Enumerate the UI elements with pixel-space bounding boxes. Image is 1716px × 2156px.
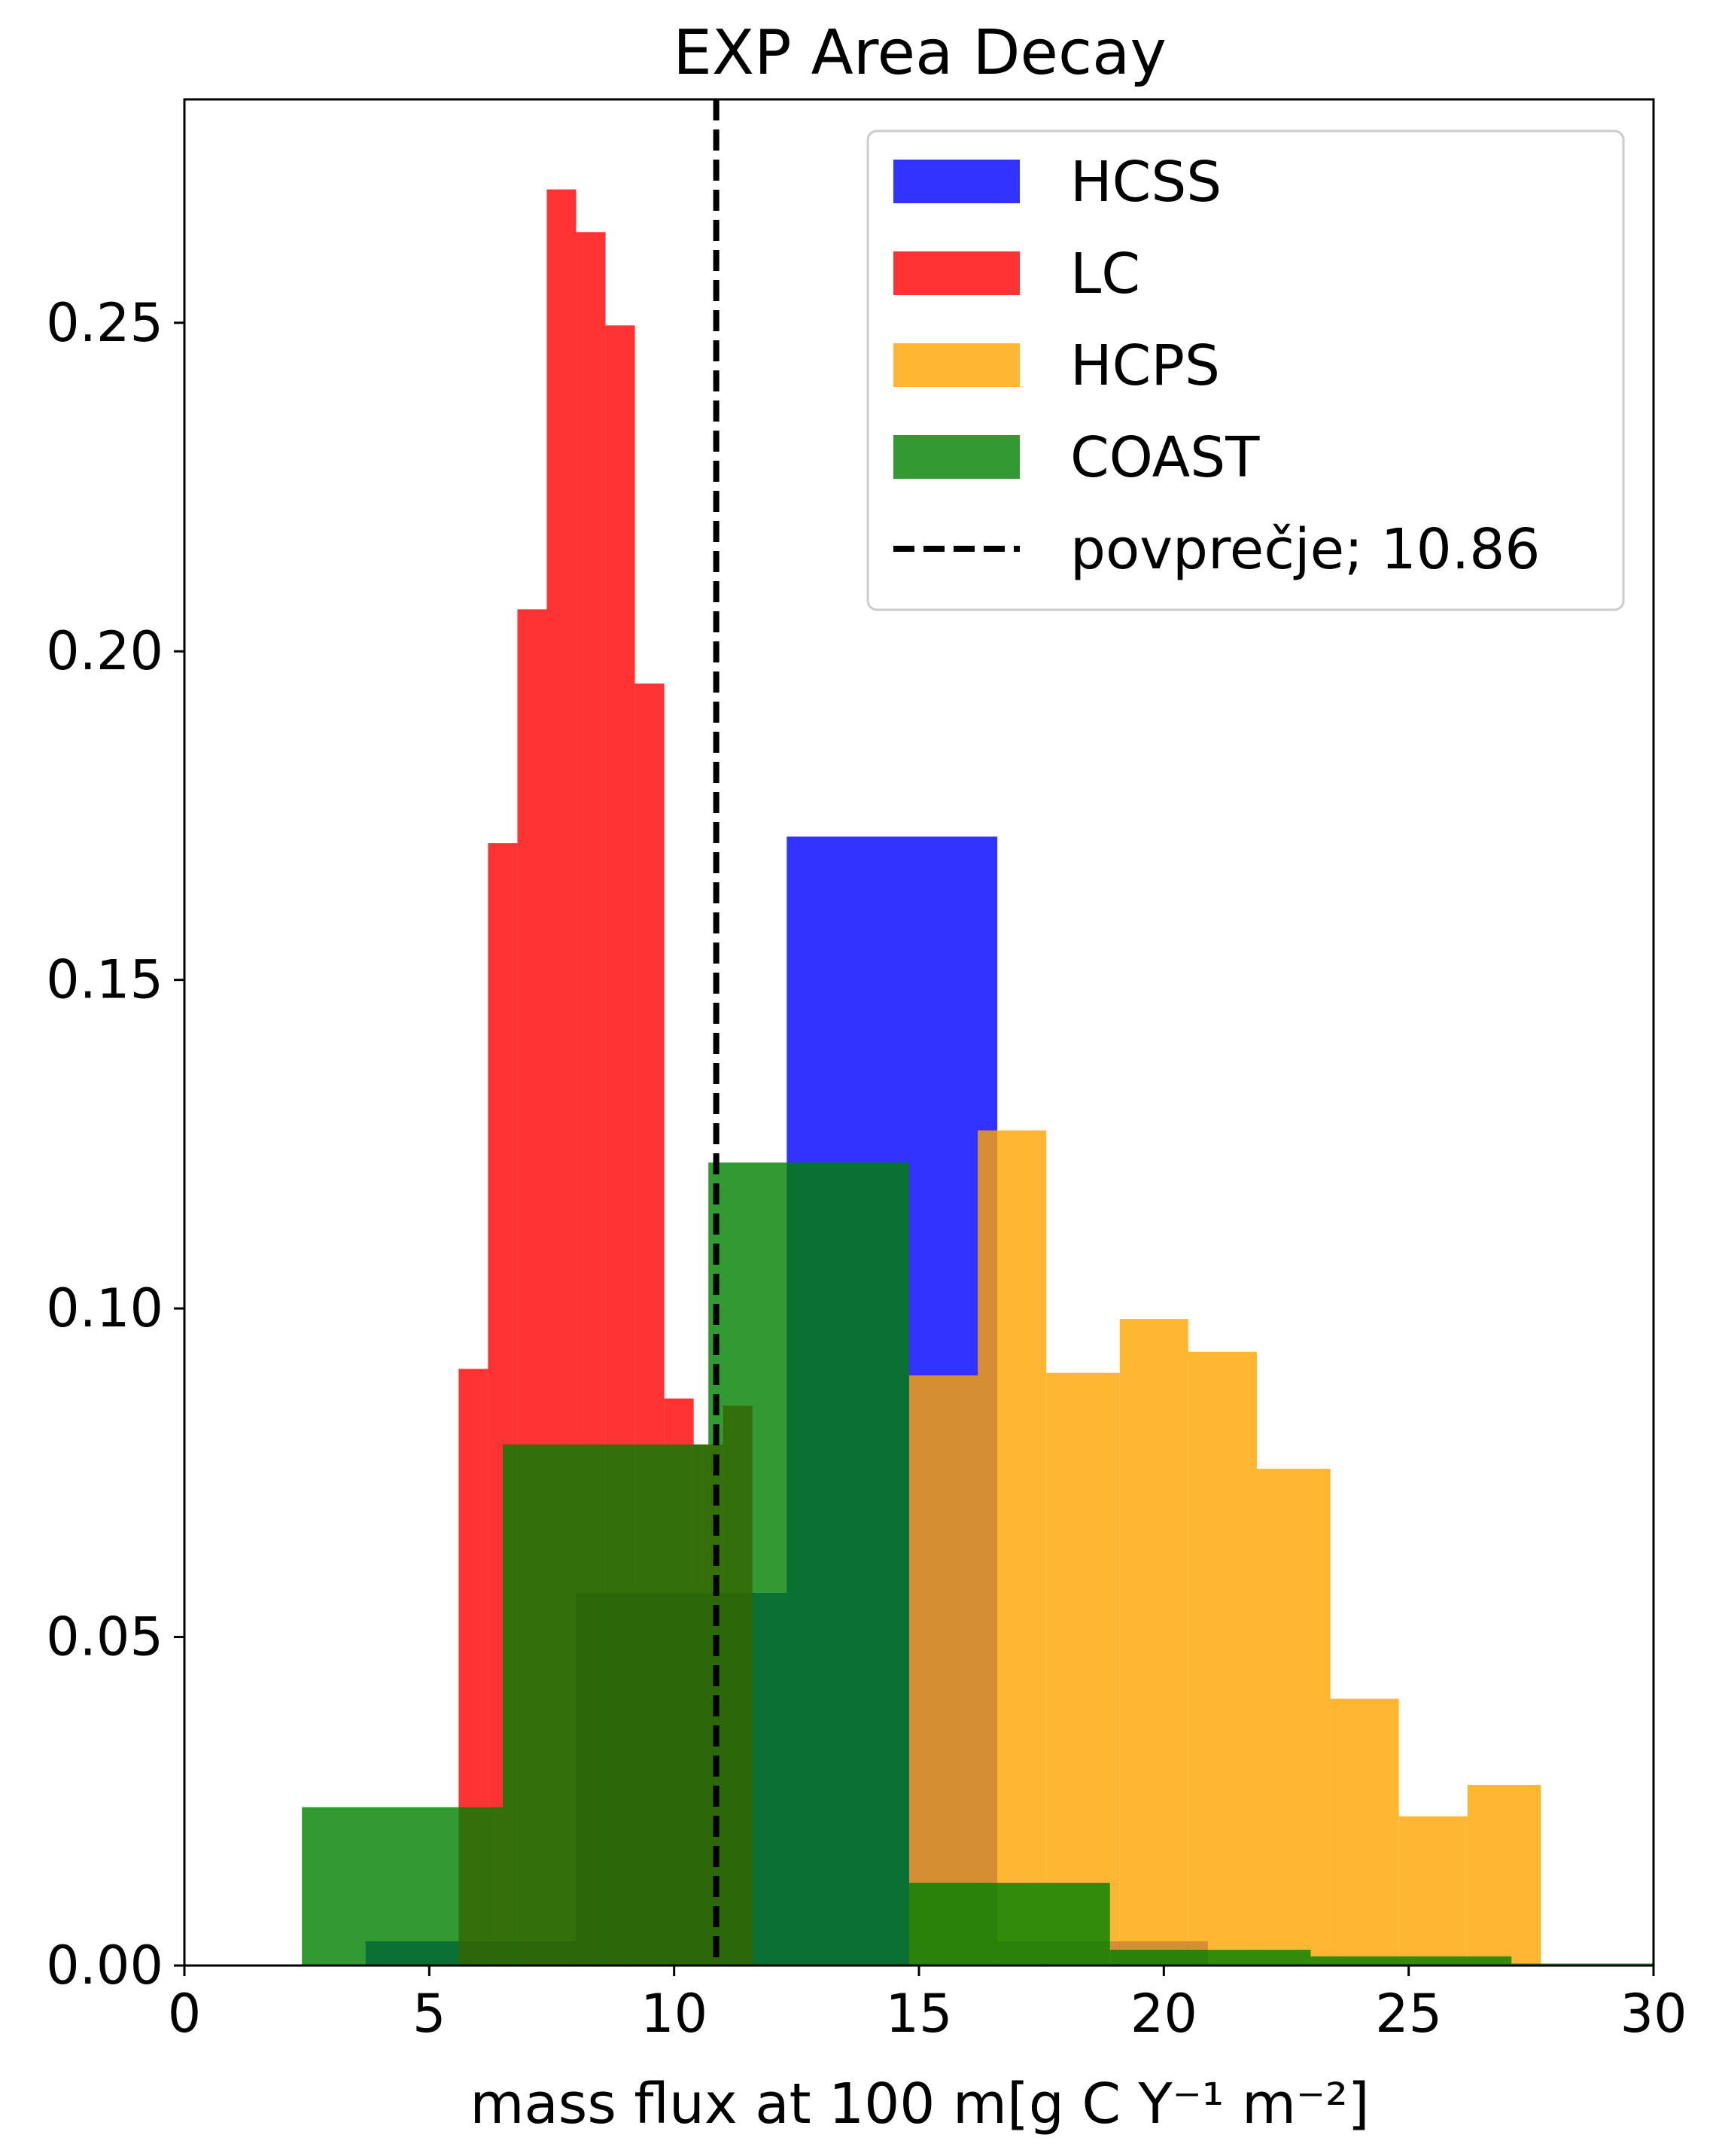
x-tick-label: 10 bbox=[640, 1983, 707, 2045]
legend: HCSS LC HCPS COAST povprečje; 10.86 bbox=[866, 129, 1625, 611]
bar-hcps-1 bbox=[978, 1130, 1047, 1966]
legend-label: HCSS bbox=[1070, 150, 1222, 215]
bar-hcps-0 bbox=[908, 1375, 978, 1966]
bar-hcps-2 bbox=[1046, 1372, 1120, 1966]
legend-label: povprečje; 10.86 bbox=[1070, 517, 1540, 582]
bar-hcps-7 bbox=[1398, 1816, 1468, 1966]
legend-items: HCSS LC HCPS COAST povprečje; 10.86 bbox=[893, 150, 1540, 582]
bar-coast-1 bbox=[502, 1444, 709, 1966]
legend-swatch-coast bbox=[893, 435, 1020, 479]
legend-label: LC bbox=[1070, 242, 1140, 306]
bar-coast-4 bbox=[1109, 1950, 1311, 1966]
y-tick-label: 0.25 bbox=[46, 292, 163, 354]
x-tick-label: 25 bbox=[1375, 1983, 1442, 2045]
x-axis: 0 5 10 15 20 25 30 bbox=[168, 1966, 1687, 2045]
y-axis: 0.00 0.05 0.10 0.15 0.20 0.25 bbox=[46, 292, 184, 1996]
legend-swatch-lc bbox=[893, 251, 1020, 295]
y-tick-label: 0.00 bbox=[46, 1935, 163, 1996]
y-tick-label: 0.20 bbox=[46, 620, 163, 682]
legend-swatch-hcps bbox=[893, 343, 1020, 387]
bar-coast-0 bbox=[302, 1807, 503, 1966]
bar-hcps-4 bbox=[1188, 1351, 1257, 1966]
plot-area bbox=[302, 99, 1654, 1966]
legend-label: HCPS bbox=[1070, 333, 1220, 398]
y-tick-label: 0.15 bbox=[46, 949, 163, 1011]
bar-hcps-8 bbox=[1467, 1784, 1541, 1966]
y-tick-label: 0.10 bbox=[46, 1277, 163, 1339]
x-tick-label: 5 bbox=[412, 1983, 446, 2045]
x-tick-label: 0 bbox=[168, 1983, 202, 2045]
legend-swatch-hcss bbox=[893, 160, 1020, 203]
bar-hcps-5 bbox=[1256, 1469, 1331, 1966]
bar-hcps-6 bbox=[1330, 1698, 1399, 1966]
x-tick-label: 15 bbox=[885, 1983, 952, 2045]
x-axis-label: mass flux at 100 m[g C Y⁻¹ m⁻²] bbox=[470, 2072, 1369, 2136]
bar-coast-2 bbox=[708, 1162, 909, 1966]
x-tick-label: 30 bbox=[1620, 1983, 1687, 2045]
bar-coast-5 bbox=[1310, 1956, 1512, 1966]
y-tick-label: 0.05 bbox=[46, 1606, 163, 1668]
legend-box bbox=[866, 129, 1625, 611]
bar-coast-3 bbox=[908, 1883, 1110, 1966]
legend-label: COAST bbox=[1070, 425, 1260, 490]
x-tick-label: 20 bbox=[1130, 1983, 1197, 2045]
chart-title: EXP Area Decay bbox=[673, 17, 1167, 89]
bar-hcps-3 bbox=[1119, 1319, 1188, 1966]
